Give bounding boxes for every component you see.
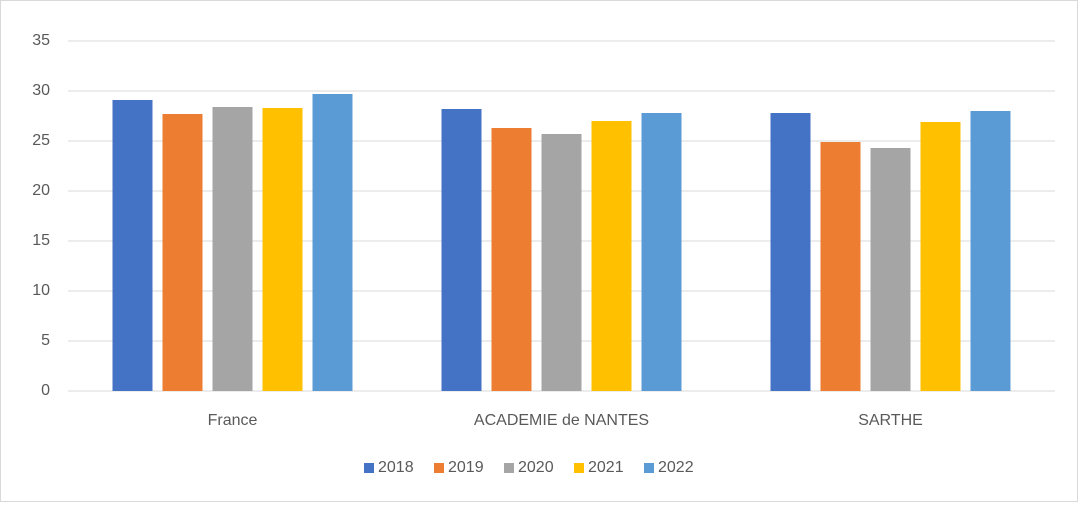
legend-label: 2018	[378, 459, 414, 476]
bar	[870, 148, 911, 391]
bar	[920, 122, 961, 391]
legend-swatch	[574, 463, 584, 473]
y-tick-label: 10	[32, 282, 50, 299]
x-tick-label: ACADEMIE de NANTES	[474, 412, 649, 429]
legend-swatch	[644, 463, 654, 473]
y-tick-label: 0	[41, 382, 50, 399]
x-tick-label: France	[208, 412, 258, 429]
legend-swatch	[504, 463, 514, 473]
bar	[162, 114, 203, 391]
legend-swatch	[364, 463, 374, 473]
y-tick-label: 20	[32, 182, 50, 199]
y-tick-label: 15	[32, 232, 50, 249]
bar	[262, 108, 303, 391]
bar	[491, 128, 532, 391]
bar	[820, 142, 861, 391]
bar	[970, 111, 1011, 391]
y-tick-label: 35	[32, 32, 50, 49]
bar	[641, 113, 682, 391]
legend-label: 2021	[588, 459, 624, 476]
bar	[441, 109, 482, 391]
y-tick-label: 5	[41, 332, 50, 349]
legend-swatch	[434, 463, 444, 473]
y-tick-label: 30	[32, 82, 50, 99]
bar	[212, 107, 253, 391]
bar	[112, 100, 153, 391]
bar	[770, 113, 811, 391]
x-tick-label: SARTHE	[858, 412, 923, 429]
legend-label: 2020	[518, 459, 554, 476]
y-tick-label: 25	[32, 132, 50, 149]
bar	[591, 121, 632, 391]
bar	[312, 94, 353, 391]
legend-label: 2019	[448, 459, 484, 476]
bar	[541, 134, 582, 391]
legend-label: 2022	[658, 459, 694, 476]
